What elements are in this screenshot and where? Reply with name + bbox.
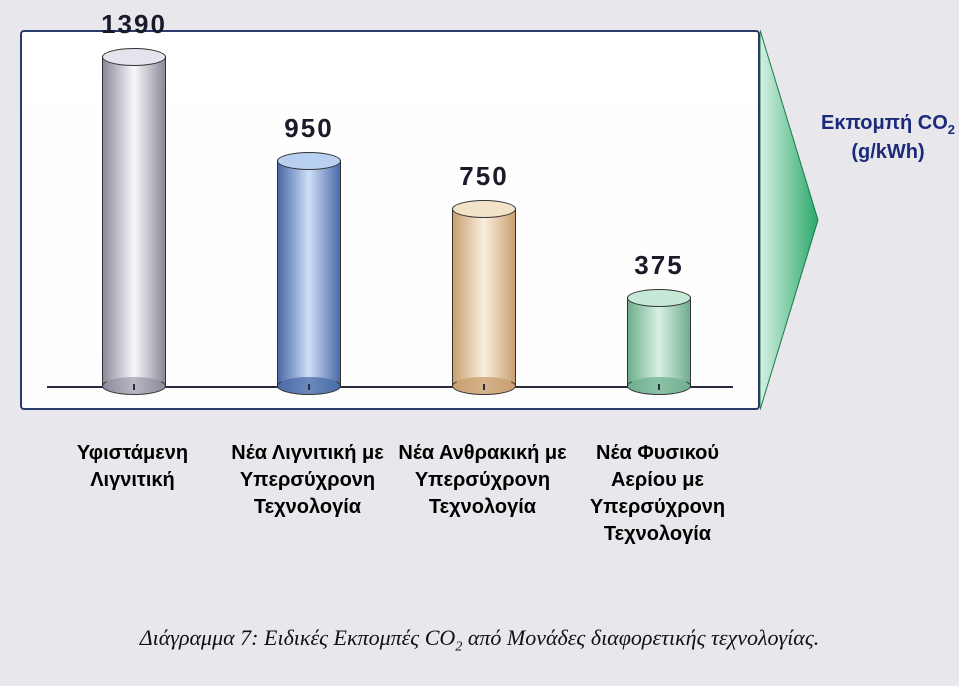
arrow-indicator <box>760 30 820 410</box>
bar-value-1: 950 <box>229 113 389 144</box>
legend-sub: 2 <box>948 122 955 137</box>
bar-value-2: 750 <box>404 161 564 192</box>
caption-prefix: Διάγραμμα 7: Ειδικές Εκπομπές CO <box>140 625 456 650</box>
x-labels-row: Υφιστάμενη ΛιγνιτικήΝέα Λιγνιτική με Υπε… <box>20 440 760 600</box>
bar-0 <box>102 56 166 386</box>
axis-tick-1 <box>308 384 310 390</box>
bar-1 <box>277 160 341 386</box>
plot-area: 1390950750375 <box>47 47 733 388</box>
bar-top-1 <box>277 152 341 170</box>
bar-value-3: 375 <box>579 250 739 281</box>
bar-2 <box>452 208 516 386</box>
x-label-2: Νέα Ανθρακική με Υπερσύχρονη Τεχνολογία <box>390 440 575 521</box>
bar-top-2 <box>452 200 516 218</box>
legend-line1: Εκπομπή CO <box>821 112 948 134</box>
legend-line2: (g/kWh) <box>851 141 924 163</box>
bar-value-0: 1390 <box>54 9 214 40</box>
axis-tick-3 <box>658 384 660 390</box>
y-axis-label: Εκπομπή CO2 (g/kWh) <box>818 110 958 165</box>
bar-top-3 <box>627 289 691 307</box>
x-label-3: Νέα Φυσικού Αερίου με Υπερσύχρονη Τεχνολ… <box>565 440 750 548</box>
x-label-1: Νέα Λιγνιτική με Υπερσύχρονη Τεχνολογία <box>215 440 400 521</box>
chart-frame: 1390950750375 <box>20 30 760 410</box>
caption-suffix: από Μονάδες διαφορετικής τεχνολογίας. <box>462 625 819 650</box>
x-label-0: Υφιστάμενη Λιγνιτική <box>40 440 225 494</box>
axis-tick-2 <box>483 384 485 390</box>
axis-tick-0 <box>133 384 135 390</box>
bar-top-0 <box>102 48 166 66</box>
bar-3 <box>627 297 691 386</box>
figure-caption: Διάγραμμα 7: Ειδικές Εκπομπές CO2 από Μο… <box>0 625 959 655</box>
